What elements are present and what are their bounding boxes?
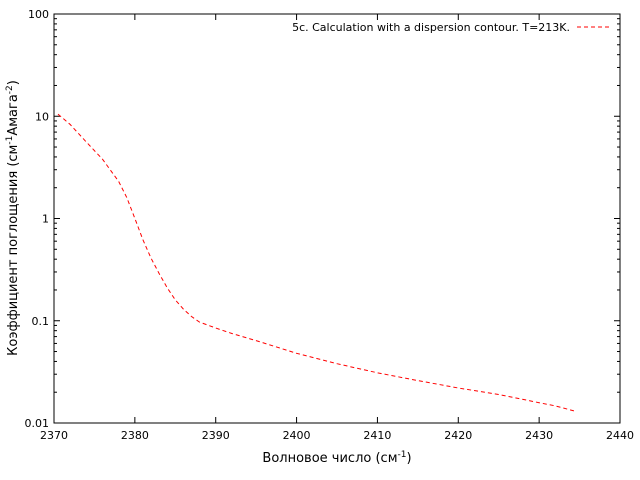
x-tick-label: 2440 [606, 429, 634, 442]
axis-tick-labels: 2370 2380 2390 2400 2410 2420 2430 2440 0.01 0.1 1… [25, 8, 635, 442]
x-tick-label: 2390 [202, 429, 230, 442]
y-tick-label: 0.01 [25, 417, 50, 430]
y-axis-title: Коэффициент поглощения (см-1Амага-2) [5, 80, 21, 356]
x-tick-label: 2400 [283, 429, 311, 442]
y-tick-label: 10 [35, 110, 49, 123]
y-tick-label: 0.1 [32, 315, 50, 328]
x-tick-label: 2410 [363, 429, 391, 442]
legend: 5c. Calculation with a dispersion contou… [292, 21, 611, 34]
series-layer [57, 113, 576, 412]
legend-entry-label: 5c. Calculation with a dispersion contou… [292, 21, 570, 34]
x-tick-label: 2420 [444, 429, 472, 442]
x-tick-label: 2380 [121, 429, 149, 442]
x-axis-title: Волновое число (см-1) [262, 450, 411, 466]
plot-frame [53, 13, 621, 424]
x-tick-label: 2430 [525, 429, 553, 442]
axis-ticks [53, 13, 621, 424]
series-line [57, 113, 576, 412]
x-tick-label: 2370 [40, 429, 68, 442]
y-tick-label: 100 [28, 8, 49, 21]
y-tick-label: 1 [42, 213, 49, 226]
